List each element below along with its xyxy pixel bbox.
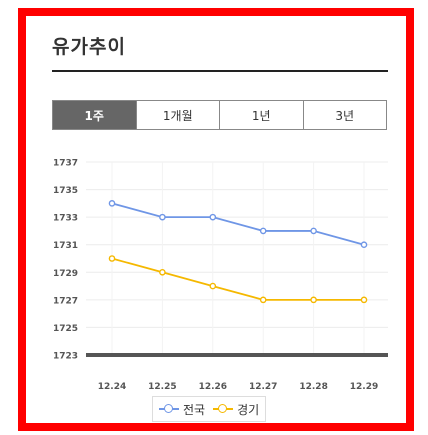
series-2-point-1 — [159, 268, 166, 276]
series-1-point-5 — [360, 241, 368, 249]
series-1-point-3 — [259, 227, 267, 235]
x-tick-label-4: 12.28 — [299, 382, 327, 392]
price-trend-panel: 유가추이 1주 1개월 1년 3년 1723 1725 1727 1729 1731 17… — [18, 8, 414, 431]
series-2-point-3 — [259, 296, 267, 304]
series-line-2 — [111, 257, 364, 301]
tab-1-week[interactable]: 1주 — [53, 101, 136, 129]
x-tick-label-2: 12.26 — [199, 382, 227, 392]
y-tick-label-4: 1731 — [53, 241, 78, 251]
title-divider — [52, 70, 388, 72]
y-tick-label-0: 1723 — [53, 352, 78, 362]
legend-label-series-2: 경기 — [237, 402, 260, 417]
y-tick-label-2: 1727 — [53, 296, 78, 306]
y-tick-label-3: 1729 — [53, 269, 78, 279]
period-tabs: 1주 1개월 1년 3년 — [52, 100, 387, 130]
series-1-point-0 — [108, 200, 116, 207]
x-tick-label-0: 12.24 — [98, 382, 126, 392]
x-tick-label-1: 12.25 — [148, 382, 176, 392]
chart-legend: 전국 경기 — [152, 396, 267, 422]
series-2-point-0 — [108, 255, 116, 262]
series-1-point-4 — [310, 227, 317, 235]
series-1-point-2 — [209, 213, 217, 221]
x-tick-label-3: 12.27 — [249, 382, 277, 392]
tab-1-year[interactable]: 1년 — [219, 101, 303, 129]
legend-item-series-1[interactable]: 전국 — [159, 401, 205, 418]
series-1-point-1 — [159, 213, 166, 221]
legend-marker-series-1 — [159, 404, 179, 414]
price-line-chart: 1723 1725 1727 1729 1731 1733 1735 1737 12.24 12.… — [53, 159, 388, 392]
legend-label-series-1: 전국 — [183, 402, 206, 417]
x-tick-label-5: 12.29 — [350, 382, 378, 392]
series-2-point-5 — [360, 296, 368, 304]
series-2-point-2 — [209, 282, 217, 290]
tab-3-year[interactable]: 3년 — [302, 101, 387, 129]
y-tick-label-7: 1737 — [53, 159, 78, 169]
tab-1-month[interactable]: 1개월 — [135, 101, 220, 129]
y-tick-label-1: 1725 — [53, 324, 78, 334]
series-2-point-4 — [310, 296, 317, 304]
legend-marker-series-2 — [213, 404, 234, 414]
panel-title: 유가추이 — [52, 36, 126, 58]
series-line-1 — [111, 202, 365, 246]
y-tick-label-5: 1733 — [53, 214, 78, 224]
legend-item-series-2[interactable]: 경기 — [213, 401, 259, 418]
y-tick-label-6: 1735 — [53, 186, 78, 196]
